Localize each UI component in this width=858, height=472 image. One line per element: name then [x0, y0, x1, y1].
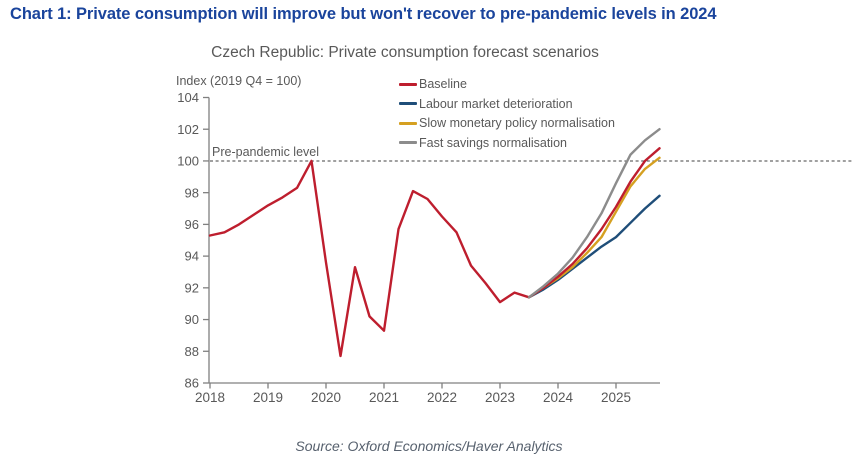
legend-label: Baseline [419, 77, 467, 91]
legend-swatch-icon [399, 141, 417, 145]
x-tick-label: 2022 [427, 390, 457, 405]
series-line-labour-market-deterioration [527, 194, 661, 299]
x-tick-label: 2020 [311, 390, 341, 405]
chart-title: Czech Republic: Private consumption fore… [211, 44, 599, 61]
y-tick-label: 88 [185, 344, 199, 359]
legend-item: Baseline [399, 78, 615, 91]
x-tick-label: 2024 [543, 390, 574, 405]
legend: Baseline Labour market deterioration Slow … [399, 78, 615, 149]
legend-swatch-icon [399, 82, 417, 86]
legend-label: Fast savings normalisation [419, 135, 567, 150]
legend-label: Slow monetary policy normalisation [419, 116, 615, 130]
x-tick-label: 2018 [195, 390, 225, 405]
y-tick-label: 86 [185, 376, 199, 391]
legend-item: Labour market deterioration [399, 96, 615, 111]
x-tick-label: 2023 [485, 390, 515, 405]
x-tick-label: 2025 [601, 390, 631, 405]
pre-pandemic-level-label: Pre-pandemic level [212, 145, 319, 159]
legend-label: Labour market deterioration [419, 96, 573, 111]
legend-swatch-icon [399, 121, 417, 125]
y-tick-label: 98 [185, 185, 199, 200]
y-tick-label: 100 [177, 154, 199, 169]
chart-header-title: Chart 1: Private consumption will improv… [10, 5, 717, 23]
legend-item: Fast savings normalisation [399, 135, 615, 150]
y-tick-label: 104 [177, 90, 199, 105]
y-tick-label: 96 [185, 217, 199, 232]
legend-swatch-icon [399, 102, 417, 106]
x-tick-label: 2019 [253, 390, 283, 405]
x-tick-label: 2021 [369, 390, 399, 405]
source-note: Source: Oxford Economics/Haver Analytics [295, 438, 563, 454]
y-tick-label: 92 [185, 280, 199, 295]
y-tick-label: 102 [177, 122, 199, 137]
y-tick-label: 90 [185, 312, 199, 327]
series-line-history-baseline [208, 159, 531, 358]
series-line-baseline [527, 147, 661, 299]
y-tick-label: 94 [185, 249, 199, 264]
legend-item: Slow monetary policy normalisation [399, 117, 615, 130]
series-line-fast-savings-normalisation [527, 127, 661, 299]
series-line-slow-monetary-policy-normalisation [527, 156, 661, 299]
y-axis-unit-label: Index (2019 Q4 = 100) [176, 74, 302, 88]
